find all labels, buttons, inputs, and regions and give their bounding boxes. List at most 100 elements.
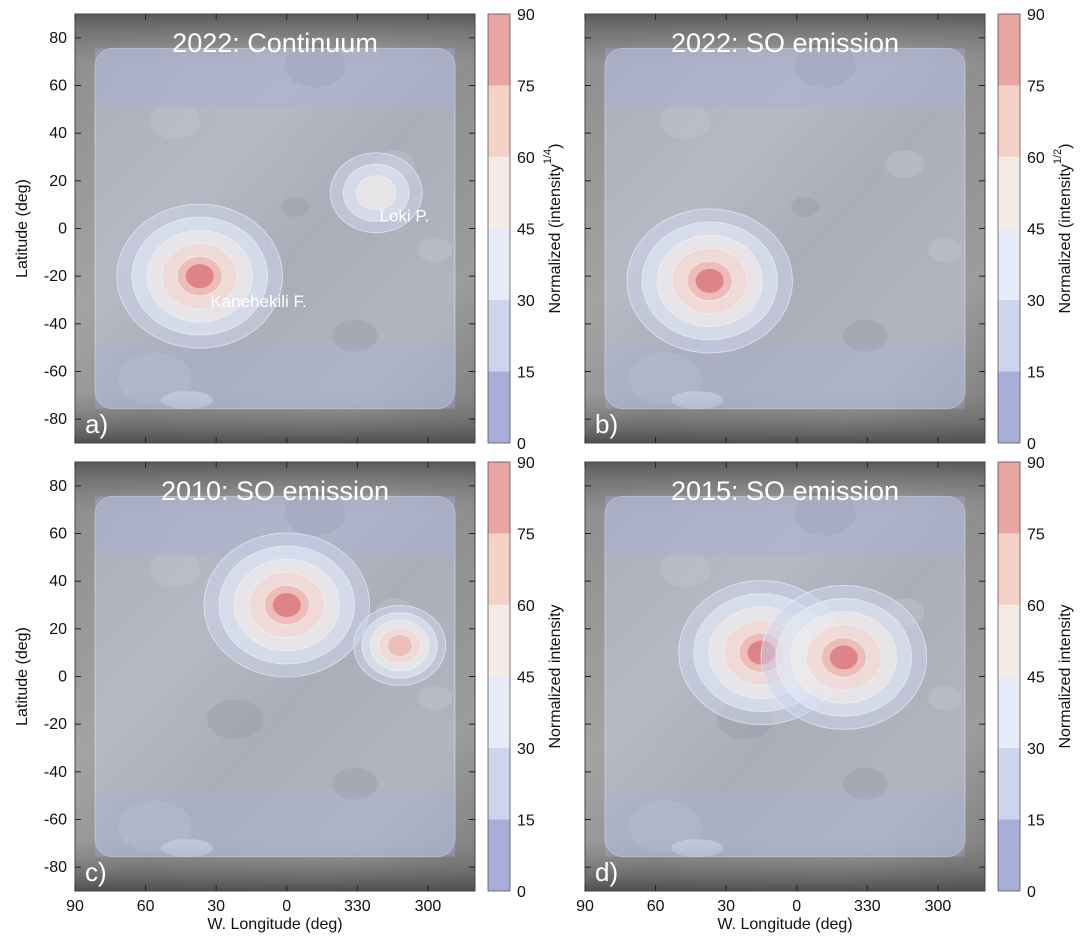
colorbar-tick-label: 75 <box>517 79 535 96</box>
x-tick-label: 60 <box>647 898 665 915</box>
y-tick-label: -60 <box>44 364 67 381</box>
colorbar-tick-label: 45 <box>1027 670 1045 687</box>
colorbar-band <box>488 300 510 372</box>
colorbar-band <box>488 605 510 677</box>
colorbar-tick-label: 90 <box>1027 455 1045 472</box>
colorbar-band <box>998 676 1020 748</box>
colorbar-band <box>998 819 1020 891</box>
colorbar-tick-label: 30 <box>517 741 535 758</box>
y-tick-label: 80 <box>49 478 67 495</box>
colorbar-band <box>998 85 1020 157</box>
y-tick-label: -20 <box>44 268 67 285</box>
colorbar-label: Normalized intensity <box>1057 604 1074 748</box>
contour-band <box>355 175 397 211</box>
x-tick-label: 90 <box>576 898 594 915</box>
colorbar-tick-label: 75 <box>1027 79 1045 96</box>
colorbar-tick-label: 15 <box>517 813 535 830</box>
contour-band <box>386 634 413 657</box>
colorbar-band <box>488 676 510 748</box>
colorbar: 90 75 60 45 30 15 0 Normalized (intensity1/2) <box>997 7 1074 453</box>
y-tick-label: 0 <box>58 221 67 238</box>
y-tick-label: 0 <box>58 669 67 686</box>
contour-region <box>95 348 455 409</box>
y-tick-label: 20 <box>49 621 67 638</box>
panel-label: a) <box>85 409 108 439</box>
feature-label: Loki P. <box>380 206 430 225</box>
x-tick-label: 30 <box>717 898 735 915</box>
colorbar-tick-label: 75 <box>517 527 535 544</box>
colorbar-tick-label: 60 <box>517 150 535 167</box>
colorbar-band <box>488 14 510 86</box>
colorbar-tick-label: 0 <box>1027 436 1036 453</box>
colorbar-tick-label: 60 <box>517 598 535 615</box>
colorbar-band <box>488 462 510 534</box>
colorbar-band <box>488 819 510 891</box>
panel-label: d) <box>595 857 618 887</box>
intensity-peak <box>829 645 858 670</box>
colorbar-tick-label: 60 <box>1027 598 1045 615</box>
colorbar-band <box>998 748 1020 820</box>
y-axis-label: Latitude (deg) <box>14 179 31 278</box>
colorbar-band <box>488 371 510 443</box>
y-tick-label: 40 <box>49 573 67 590</box>
colorbar-tick-label: 0 <box>517 436 526 453</box>
colorbar-frame <box>997 461 1021 892</box>
polar-shading <box>585 14 985 443</box>
colorbar-frame <box>487 13 511 444</box>
y-tick-label: -40 <box>44 316 67 333</box>
colorbar-frame <box>487 461 511 892</box>
colorbar-label: Normalized (intensity1/2) <box>1052 143 1074 313</box>
intensity-peak <box>695 268 724 293</box>
contour-region <box>605 796 965 857</box>
y-tick-label: 60 <box>49 78 67 95</box>
contour-region <box>95 796 455 857</box>
colorbar-tick-label: 90 <box>517 7 535 24</box>
colorbar-band <box>998 533 1020 605</box>
colorbar-label-text: Normalized (intensity <box>1057 164 1074 313</box>
panel-b: 2022: SO emission b) 90 75 60 45 30 15 0 Normaliz… <box>584 7 1074 453</box>
colorbar-tick-label: 75 <box>1027 527 1045 544</box>
colorbar-tick-label: 45 <box>517 222 535 239</box>
colorbar-band <box>488 533 510 605</box>
colorbar: 90 75 60 45 30 15 0 Normalized intensity <box>997 455 1074 901</box>
y-tick-label: 40 <box>49 125 67 142</box>
y-tick-label: 60 <box>49 526 67 543</box>
panel-c: 2010: SO emission c) 80 60 40 20 0 -20 -40 -60 -80… <box>14 455 564 933</box>
x-axis-label: W. Longitude (deg) <box>717 916 852 933</box>
x-tick-label: 30 <box>207 898 225 915</box>
colorbar-band <box>998 300 1020 372</box>
colorbar-tick-label: 45 <box>1027 222 1045 239</box>
y-tick-label: -80 <box>44 411 67 428</box>
colorbar-tick-label: 30 <box>517 293 535 310</box>
x-tick-label: 60 <box>137 898 155 915</box>
contour-region <box>605 496 965 557</box>
y-axis-label: Latitude (deg) <box>14 627 31 726</box>
x-tick-label: 0 <box>792 898 801 915</box>
colorbar-tick-label: 45 <box>517 670 535 687</box>
x-tick-label: 330 <box>344 898 371 915</box>
x-tick-label: 90 <box>66 898 84 915</box>
intensity-peak <box>272 593 301 617</box>
colorbar-band <box>998 228 1020 300</box>
colorbar-tick-label: 30 <box>1027 741 1045 758</box>
feature-label: Kanehekili F. <box>210 292 306 311</box>
colorbar-band <box>998 14 1020 86</box>
x-tick-label: 300 <box>415 898 442 915</box>
colorbar-label: Normalized intensity <box>547 604 564 748</box>
colorbar: 90 75 60 45 30 15 0 Normalized intensity <box>487 455 564 901</box>
colorbar-label: Normalized (intensity1/4) <box>542 143 564 313</box>
y-tick-label: -60 <box>44 812 67 829</box>
x-tick-label: 0 <box>282 898 291 915</box>
panel-title: 2015: SO emission <box>671 476 899 506</box>
colorbar-label-text: Normalized intensity <box>1057 604 1074 748</box>
x-tick-label: 300 <box>925 898 952 915</box>
colorbar-band <box>998 157 1020 229</box>
y-tick-label: 80 <box>49 30 67 47</box>
colorbar-tick-label: 30 <box>1027 293 1045 310</box>
colorbar-tick-label: 90 <box>1027 7 1045 24</box>
colorbar-band <box>488 85 510 157</box>
panel-title: 2022: Continuum <box>172 28 378 58</box>
panel-label: b) <box>595 409 618 439</box>
